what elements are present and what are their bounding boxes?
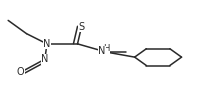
Text: N: N [98,46,106,56]
Text: H: H [103,44,109,53]
Text: O: O [17,67,24,77]
Text: N: N [43,39,51,49]
Text: S: S [79,22,85,32]
Text: N: N [41,54,49,64]
